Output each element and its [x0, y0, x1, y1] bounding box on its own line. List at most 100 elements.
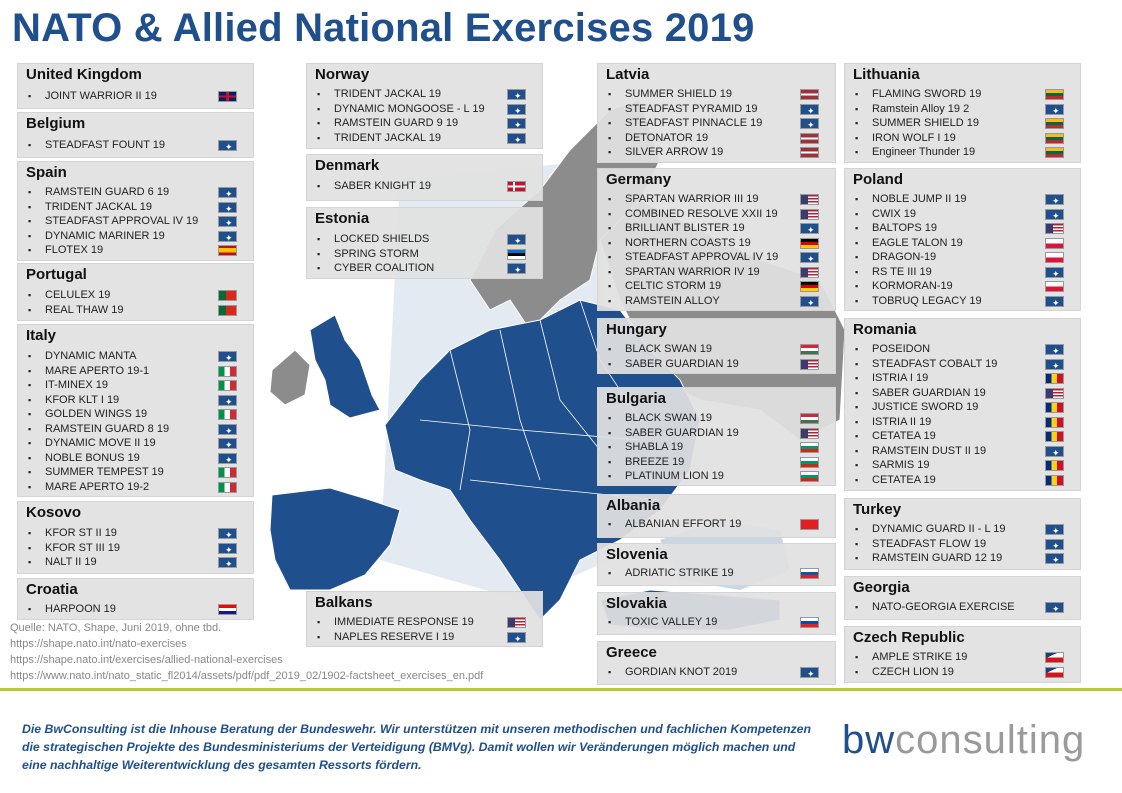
exercise-item: HARPOON 19 [26, 602, 237, 617]
flag-nato-icon: ✦ [800, 667, 819, 678]
exercise-item: KFOR ST II 19✦ [26, 526, 237, 541]
exercise-item: TRIDENT JACKAL 19✦ [315, 87, 526, 102]
flag-nato-icon: ✦ [507, 118, 526, 129]
exercise-list: STEADFAST FOUNT 19✦ [26, 138, 237, 153]
exercise-item: CWIX 19✦ [853, 207, 1064, 222]
exercise-item: CZECH LION 19 [853, 665, 1064, 680]
exercise-list: GORDIAN KNOT 2019✦ [606, 665, 819, 680]
flag-lt-icon [1045, 132, 1064, 144]
flag-nato-icon: ✦ [507, 263, 526, 274]
flag-hr-icon [218, 604, 237, 615]
box-albania: Albania ALBANIAN EFFORT 19 [597, 494, 836, 538]
exercise-item: STEADFAST APPROVAL IV 19✦ [606, 250, 819, 265]
exercise-list: TRIDENT JACKAL 19✦DYNAMIC MONGOOSE - L 1… [315, 87, 526, 145]
flag-nato-icon: ✦ [1045, 103, 1064, 115]
exercise-item: NALT II 19✦ [26, 555, 237, 570]
country-title: Kosovo [26, 504, 82, 521]
flag-nato-icon: ✦ [218, 542, 237, 554]
exercise-item: SARMIS 19 [853, 458, 1064, 473]
exercise-item: STEADFAST PINNACLE 19✦ [606, 116, 819, 131]
exercise-item: FLAMING SWORD 19 [853, 87, 1064, 102]
flag-it-icon [218, 481, 237, 493]
exercise-item: DYNAMIC MANTA✦ [26, 349, 237, 364]
flag-ro-icon [1045, 431, 1064, 442]
exercise-list: ALBANIAN EFFORT 19 [606, 517, 819, 532]
exercise-list: SUMMER SHIELD 19STEADFAST PYRAMID 19✦STE… [606, 87, 819, 160]
exercise-item: ALBANIAN EFFORT 19 [606, 517, 819, 532]
exercise-item: LOCKED SHIELDS✦ [315, 232, 526, 247]
exercise-item: KFOR KLT I 19✦ [26, 393, 237, 408]
exercise-item: RAMSTEIN DUST II 19✦ [853, 444, 1064, 459]
flag-nato-icon: ✦ [800, 118, 819, 129]
exercise-list: BLACK SWAN 19SABER GUARDIAN 19SHABLA 19B… [606, 411, 819, 484]
box-italy: Italy DYNAMIC MANTA✦MARE APERTO 19-1IT-M… [17, 324, 254, 497]
source-link[interactable]: https://www.nato.int/nato_static_fl2014/… [10, 670, 484, 682]
flag-pl-icon [1045, 237, 1064, 249]
exercise-item: POSEIDON✦ [853, 342, 1064, 357]
exercise-item: SABER GUARDIAN 19 [606, 357, 819, 372]
box-romania: Romania POSEIDON✦STEADFAST COBALT 19✦IST… [844, 318, 1081, 491]
flag-nato-icon: ✦ [1045, 358, 1064, 370]
ireland [269, 349, 311, 406]
source-link[interactable]: https://shape.nato.int/exercises/allied-… [10, 654, 283, 666]
flag-cz-icon [1045, 666, 1064, 678]
country-title: Slovenia [606, 546, 668, 563]
flag-lv-icon [800, 89, 819, 100]
box-georgia: Georgia NATO-GEORGIA EXERCISE✦ [844, 576, 1081, 620]
exercise-item: Engineer Thunder 19 [853, 145, 1064, 160]
exercise-item: CYBER COALITION✦ [315, 261, 526, 276]
flag-it-icon [218, 409, 237, 420]
flag-nato-icon: ✦ [218, 423, 237, 435]
flag-lt-icon [1045, 89, 1064, 100]
box-lithuania: Lithuania FLAMING SWORD 19Ramstein Alloy… [844, 63, 1081, 163]
uk [309, 314, 381, 419]
country-title: Italy [26, 327, 57, 344]
source-link[interactable]: https://shape.nato.int/nato-exercises [10, 638, 187, 650]
country-title: Turkey [853, 501, 902, 518]
exercise-item: STEADFAST COBALT 19✦ [853, 357, 1064, 372]
flag-nato-icon: ✦ [218, 452, 237, 464]
exercise-item: CETATEA 19 [853, 473, 1064, 488]
box-greece: Greece GORDIAN KNOT 2019✦ [597, 641, 836, 685]
exercise-list: KFOR ST II 19✦KFOR ST III 19✦NALT II 19✦ [26, 526, 237, 570]
flag-nato-icon: ✦ [218, 140, 237, 151]
exercise-item: DYNAMIC MONGOOSE - L 19✦ [315, 102, 526, 117]
exercise-list: RAMSTEIN GUARD 6 19✦TRIDENT JACKAL 19✦ST… [26, 185, 237, 258]
flag-pl-icon [1045, 252, 1064, 263]
exercise-item: RAMSTEIN GUARD 12 19✦ [853, 551, 1064, 566]
exercise-item: SHABLA 19 [606, 440, 819, 455]
flag-nato-icon: ✦ [218, 394, 237, 406]
exercise-item: MARE APERTO 19-1 [26, 364, 237, 379]
exercise-item: DRAGON-19 [853, 250, 1064, 265]
box-portugal: Portugal CELULEX 19REAL THAW 19 [17, 263, 254, 321]
country-title: Hungary [606, 321, 667, 338]
exercise-item: SABER GUARDIAN 19 [606, 426, 819, 441]
flag-gb-icon [218, 91, 237, 102]
exercise-list: FLAMING SWORD 19Ramstein Alloy 19 2✦SUMM… [853, 87, 1064, 160]
exercise-item: JUSTICE SWORD 19 [853, 400, 1064, 415]
flag-us-icon [800, 358, 819, 370]
exercise-item: FLOTEX 19 [26, 243, 237, 258]
flag-al-icon [800, 519, 819, 530]
exercise-item: CETATEA 19 [853, 429, 1064, 444]
exercise-item: ISTRIA II 19 [853, 415, 1064, 430]
exercise-list: POSEIDON✦STEADFAST COBALT 19✦ISTRIA I 19… [853, 342, 1064, 488]
box-hungary: Hungary BLACK SWAN 19SABER GUARDIAN 19 [597, 318, 836, 374]
box-germany: Germany SPARTAN WARRIOR III 19COMBINED R… [597, 168, 836, 311]
country-title: Bulgaria [606, 390, 667, 407]
box-spain: Spain RAMSTEIN GUARD 6 19✦TRIDENT JACKAL… [17, 161, 254, 261]
country-title: Portugal [26, 266, 87, 283]
exercise-list: ADRIATIC STRIKE 19 [606, 566, 819, 581]
country-title: Greece [606, 644, 657, 661]
exercise-item: NAPLES RESERVE I 19✦ [315, 630, 526, 645]
country-title: Poland [853, 171, 904, 188]
flag-nato-icon: ✦ [218, 187, 237, 198]
flag-us-icon [800, 266, 819, 278]
exercise-item: ADRIATIC STRIKE 19 [606, 566, 819, 581]
box-poland: Poland NOBLE JUMP II 19✦CWIX 19✦BALTOPS … [844, 168, 1081, 311]
exercise-item: TOBRUQ LEGACY 19✦ [853, 294, 1064, 309]
box-croatia: Croatia HARPOON 19 [17, 578, 254, 620]
country-title: Georgia [853, 579, 910, 596]
flag-ee-icon [507, 248, 526, 260]
exercise-list: JOINT WARRIOR II 19 [26, 89, 237, 104]
